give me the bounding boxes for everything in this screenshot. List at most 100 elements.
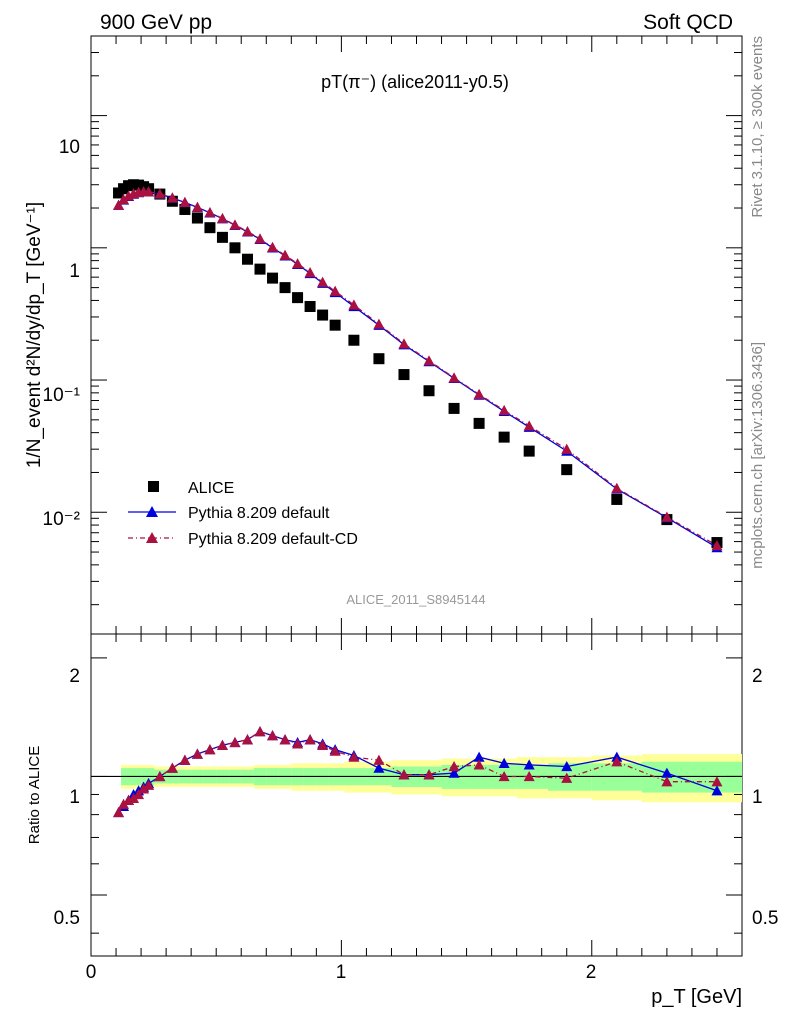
ratio-marker-cd <box>113 806 125 818</box>
main-marker-cd <box>179 196 191 207</box>
ratio-marker-cd <box>523 770 535 782</box>
main-marker-cd <box>498 404 510 416</box>
ratio-marker-cd <box>267 730 279 741</box>
alice-data-point <box>179 203 191 215</box>
main-marker-cd <box>611 482 623 493</box>
ratio-marker-cd <box>128 792 140 803</box>
main-marker-cd <box>166 192 178 203</box>
legend: ALICE Pythia 8.209 default Pythia 8.209 … <box>128 480 358 548</box>
ratio-marker-cd <box>329 745 341 756</box>
legend-marker-default <box>146 506 158 517</box>
alice-data-point <box>204 222 216 234</box>
y-axis-label-main: 1/N_event d²N/dy/dp_T [GeV⁻¹] <box>24 202 45 468</box>
mcplots-reference-text: mcplots.cern.ch [arXiv:1306.3436] <box>749 342 766 569</box>
alice-data-point <box>317 309 329 321</box>
ratio-marker-cd <box>216 739 228 750</box>
main-marker-cd <box>398 338 410 349</box>
ratio-marker-cd <box>348 751 360 762</box>
ratio-marker-cd <box>473 759 485 770</box>
ratio-marker-cd <box>304 734 316 745</box>
alice-data-point <box>348 334 360 346</box>
ratio-marker-cd <box>166 762 178 773</box>
alice-data-point <box>292 292 304 304</box>
main-marker-cd <box>143 186 155 197</box>
main-marker-cd <box>561 443 573 454</box>
legend-marker-cd <box>146 532 158 543</box>
header-right: Soft QCD <box>643 11 733 34</box>
alice-data-point <box>329 319 341 331</box>
alice-data-point <box>229 242 241 254</box>
main-marker-cd <box>191 201 203 212</box>
x-tick-1: 1 <box>336 962 347 983</box>
ratio-marker-cd <box>292 738 304 749</box>
main-marker-cd <box>423 355 435 366</box>
ratio-plot-layer <box>91 726 742 818</box>
main-marker-cd <box>348 299 360 310</box>
ratio-marker-cd <box>138 783 150 794</box>
y-tick-ratio-0.5-left: 0.5 <box>54 908 80 929</box>
main-marker-cd <box>711 540 723 551</box>
main-plot-layer <box>113 179 723 553</box>
ratio-marker-cd <box>661 776 673 787</box>
main-marker-cd <box>216 212 228 224</box>
ratio-marker-cd <box>279 734 291 745</box>
x-axis-label: p_T [GeV] <box>651 986 742 1008</box>
header-left: 900 GeV pp <box>100 11 212 34</box>
main-marker-cd <box>373 318 385 329</box>
ratio-marker-default <box>448 767 460 778</box>
main-marker-cd <box>113 199 125 210</box>
ratio-marker-cd <box>229 736 241 748</box>
alice-data-point <box>473 417 485 429</box>
ratio-marker-cd <box>317 739 329 750</box>
x-tick-0: 0 <box>86 962 97 983</box>
alice-data-point <box>373 353 385 365</box>
ratio-marker-cd <box>498 770 510 782</box>
main-marker-cd <box>267 241 279 252</box>
y-tick-main-0.01: 10⁻² <box>43 509 81 530</box>
ratio-marker-cd <box>398 769 410 780</box>
alice-data-point <box>423 385 435 397</box>
ratio-marker-cd <box>254 726 266 737</box>
ratio-marker-default <box>711 785 723 796</box>
main-marker-cd <box>292 258 304 269</box>
ratio-marker-cd <box>448 760 460 772</box>
alice-data-point <box>448 402 460 414</box>
y-tick-ratio-0.5-right: 0.5 <box>752 908 778 929</box>
y-tick-main-10: 10 <box>59 137 80 158</box>
y-tick-ratio-2-left: 2 <box>69 666 80 687</box>
x-tick-2: 2 <box>586 962 597 983</box>
ratio-marker-cd <box>373 754 385 765</box>
plot-title: pT(π⁻) (alice2011-y0.5) <box>321 72 509 92</box>
ratio-marker-cd <box>191 748 203 759</box>
ratio-marker-cd <box>154 770 166 782</box>
legend-label-default: Pythia 8.209 default <box>188 505 330 522</box>
ratio-marker-default <box>661 767 673 778</box>
alice-data-point <box>279 282 291 294</box>
ratio-marker-cd <box>204 744 216 755</box>
ratio-marker-cd <box>561 772 573 783</box>
ratio-marker-cd <box>711 776 723 787</box>
y-tick-ratio-1-left: 1 <box>69 787 80 808</box>
main-marker-cd <box>154 188 166 199</box>
analysis-watermark: ALICE_2011_S8945144 <box>346 592 485 607</box>
alice-data-point <box>304 300 316 312</box>
ratio-marker-cd <box>241 734 253 745</box>
ratio-marker-default <box>523 759 535 770</box>
alice-data-point <box>523 445 535 457</box>
main-marker-cd <box>317 276 329 287</box>
alice-data-point <box>241 253 253 265</box>
alice-data-point <box>498 431 510 443</box>
legend-label-alice: ALICE <box>188 480 234 497</box>
main-marker-cd <box>229 219 241 230</box>
ratio-marker-default <box>473 751 485 762</box>
main-marker-cd <box>661 511 673 522</box>
alice-data-point <box>398 369 410 381</box>
y-tick-ratio-2-right: 2 <box>752 666 763 687</box>
ratio-marker-cd <box>423 769 435 780</box>
ratio-marker-cd <box>143 779 155 790</box>
y-axis-label-ratio: Ratio to ALICE <box>26 746 43 844</box>
main-marker-cd <box>279 249 291 260</box>
axes-layer <box>90 35 743 956</box>
alice-data-point <box>254 263 266 275</box>
